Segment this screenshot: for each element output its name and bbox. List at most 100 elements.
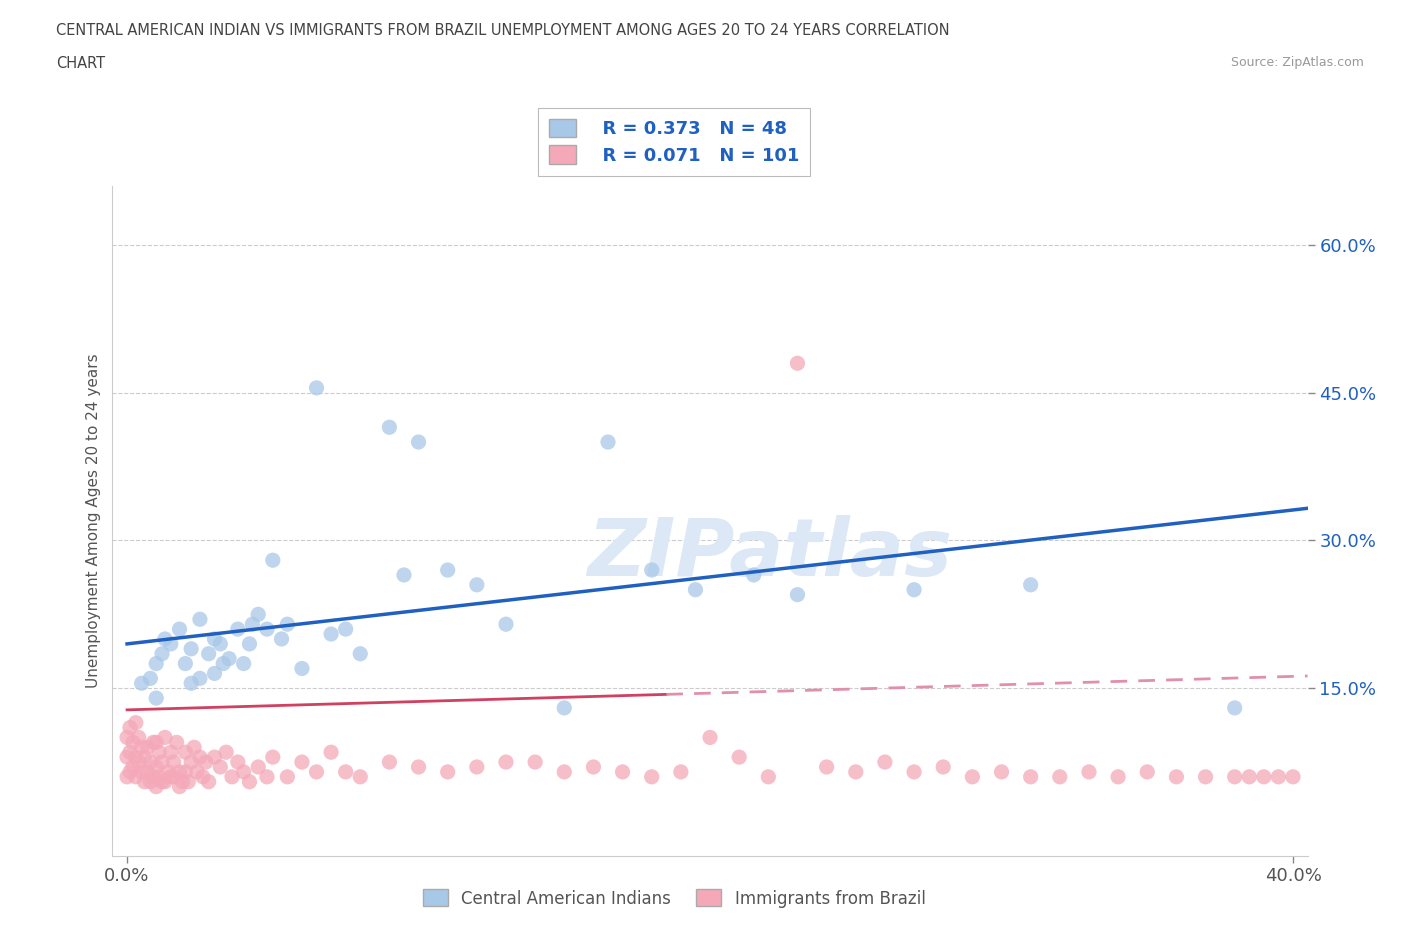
Point <box>159 745 181 760</box>
Point <box>174 657 197 671</box>
Point <box>553 764 575 779</box>
Point <box>1078 764 1101 779</box>
Point <box>256 769 278 784</box>
Legend: Central American Indians, Immigrants from Brazil: Central American Indians, Immigrants fro… <box>416 883 932 914</box>
Point <box>118 764 141 779</box>
Point <box>142 769 165 784</box>
Point <box>669 764 692 779</box>
Point <box>115 769 138 784</box>
Point <box>378 754 401 769</box>
Y-axis label: Unemployment Among Ages 20 to 24 years: Unemployment Among Ages 20 to 24 years <box>86 353 101 688</box>
Point <box>1223 769 1246 784</box>
Point <box>191 769 214 784</box>
Point <box>218 651 240 666</box>
Point <box>139 671 162 685</box>
Text: CENTRAL AMERICAN INDIAN VS IMMIGRANTS FROM BRAZIL UNEMPLOYMENT AMONG AGES 20 TO : CENTRAL AMERICAN INDIAN VS IMMIGRANTS FR… <box>56 23 950 38</box>
Point <box>270 631 292 646</box>
Point <box>194 754 217 769</box>
Point <box>142 735 165 750</box>
Point <box>553 700 575 715</box>
Point <box>436 563 458 578</box>
Point <box>145 691 167 706</box>
Point <box>305 764 328 779</box>
Point <box>122 760 145 775</box>
Point <box>163 769 186 784</box>
Point <box>204 631 226 646</box>
Point <box>148 769 170 784</box>
Point <box>188 671 211 685</box>
Point <box>125 769 148 784</box>
Point <box>291 661 314 676</box>
Point <box>238 775 260 790</box>
Point <box>903 582 925 597</box>
Point <box>262 750 284 764</box>
Point <box>728 750 751 764</box>
Point <box>1194 769 1216 784</box>
Point <box>1253 769 1275 784</box>
Point <box>150 646 173 661</box>
Point <box>153 775 176 790</box>
Point <box>115 730 138 745</box>
Point <box>183 740 205 755</box>
Point <box>335 621 357 636</box>
Point <box>215 745 238 760</box>
Point <box>641 769 664 784</box>
Point <box>465 760 488 775</box>
Point <box>1107 769 1129 784</box>
Point <box>1166 769 1188 784</box>
Point <box>122 735 145 750</box>
Point <box>226 754 249 769</box>
Point <box>436 764 458 779</box>
Point <box>188 612 211 627</box>
Point <box>166 735 188 750</box>
Point <box>641 563 664 578</box>
Point <box>932 760 955 775</box>
Text: Source: ZipAtlas.com: Source: ZipAtlas.com <box>1230 56 1364 69</box>
Point <box>1267 769 1289 784</box>
Point <box>131 676 153 691</box>
Point <box>139 754 162 769</box>
Point <box>276 617 298 631</box>
Point <box>582 760 605 775</box>
Point <box>685 582 707 597</box>
Point <box>305 380 328 395</box>
Point <box>786 587 808 602</box>
Point <box>150 775 173 790</box>
Point <box>150 754 173 769</box>
Point <box>1019 578 1042 592</box>
Point <box>115 750 138 764</box>
Point <box>276 769 298 784</box>
Point <box>186 764 208 779</box>
Point <box>153 730 176 745</box>
Point <box>180 642 202 657</box>
Point <box>136 764 159 779</box>
Point <box>163 754 186 769</box>
Point <box>134 750 156 764</box>
Point <box>197 646 219 661</box>
Point <box>145 760 167 775</box>
Point <box>408 760 430 775</box>
Point <box>1019 769 1042 784</box>
Point <box>197 775 219 790</box>
Point <box>226 621 249 636</box>
Point <box>209 636 232 651</box>
Point <box>174 764 197 779</box>
Point <box>845 764 868 779</box>
Point <box>596 434 619 449</box>
Point <box>125 750 148 764</box>
Point <box>156 764 179 779</box>
Point <box>238 636 260 651</box>
Text: CHART: CHART <box>56 56 105 71</box>
Point <box>349 769 371 784</box>
Point <box>262 552 284 567</box>
Point <box>169 779 191 794</box>
Text: ZIPatlas: ZIPatlas <box>588 515 952 593</box>
Point <box>180 754 202 769</box>
Point <box>1049 769 1071 784</box>
Point <box>378 419 401 434</box>
Point <box>118 720 141 735</box>
Point <box>1223 700 1246 715</box>
Point <box>242 617 264 631</box>
Point <box>1136 764 1159 779</box>
Point <box>139 775 162 790</box>
